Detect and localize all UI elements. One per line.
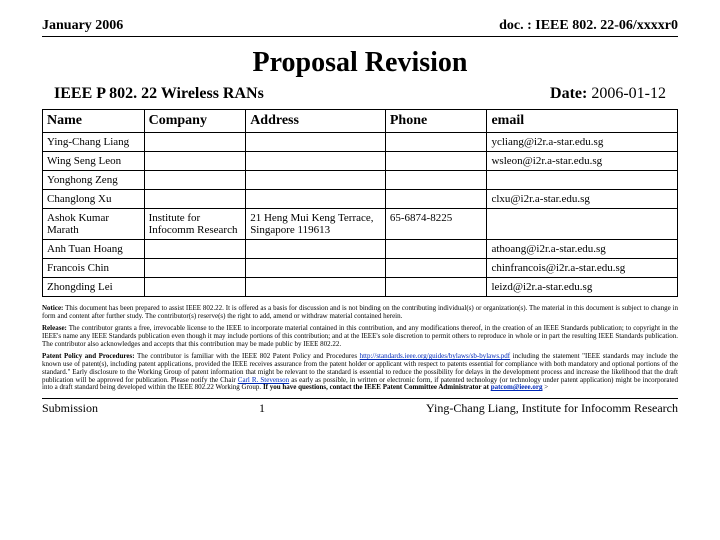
release-paragraph: Release: The contributor grants a free, … [42,325,678,348]
header-doc-id: doc. : IEEE 802. 22-06/xxxxr0 [499,18,678,34]
footer-page-number: 1 [259,401,265,416]
document-page: January 2006 doc. : IEEE 802. 22-06/xxxx… [0,0,720,424]
cell-address [246,259,386,278]
cell-company [144,190,246,209]
cell-name: Anh Tuan Hoang [43,240,145,259]
col-address: Address [246,110,386,133]
cell-email: leizd@i2r.a-star.edu.sg [487,278,678,297]
col-email: email [487,110,678,133]
cell-email: clxu@i2r.a-star.edu.sg [487,190,678,209]
cell-email [487,171,678,190]
notice-paragraph: Notice: This document has been prepared … [42,305,678,320]
cell-address [246,133,386,152]
cell-address [246,190,386,209]
cell-phone [385,133,487,152]
table-row: Francois Chin chinfrancois@i2r.a-star.edu… [43,259,678,278]
footer: Submission 1 Ying-Chang Liang, Institute… [42,398,678,416]
cell-address [246,278,386,297]
header-date: January 2006 [42,18,123,34]
subtitle-row: IEEE P 802. 22 Wireless RANs Date: 2006-… [42,85,678,103]
header: January 2006 doc. : IEEE 802. 22-06/xxxx… [42,18,678,37]
table-row: Zhongding Lei leizd@i2r.a-star.edu.sg [43,278,678,297]
cell-name: Ying-Chang Liang [43,133,145,152]
subtitle: IEEE P 802. 22 Wireless RANs [54,85,264,103]
cell-name: Ashok Kumar Marath [43,209,145,240]
footer-left: Submission [42,401,98,416]
cell-company [144,171,246,190]
cell-company [144,278,246,297]
cell-company [144,240,246,259]
cell-phone [385,278,487,297]
authors-table: Name Company Address Phone email Ying-Ch… [42,109,678,297]
col-name: Name [43,110,145,133]
patent-paragraph: Patent Policy and Procedures: The contri… [42,353,678,391]
cell-email: wsleon@i2r.a-star.edu.sg [487,152,678,171]
cell-phone [385,259,487,278]
cell-address: 21 Heng Mui Keng Terrace, Singapore 1196… [246,209,386,240]
cell-email: ycliang@i2r.a-star.edu.sg [487,133,678,152]
cell-address [246,152,386,171]
cell-name: Changlong Xu [43,190,145,209]
cell-phone [385,190,487,209]
cell-email: chinfrancois@i2r.a-star.edu.sg [487,259,678,278]
cell-name: Wing Seng Leon [43,152,145,171]
table-row: Anh Tuan Hoang athoang@i2r.a-star.edu.sg [43,240,678,259]
cell-phone: 65-6874-8225 [385,209,487,240]
date: Date: 2006-01-12 [550,85,666,103]
table-row: Wing Seng Leon wsleon@i2r.a-star.edu.sg [43,152,678,171]
patent-email-link[interactable]: patcom@ieee.org [491,383,543,391]
cell-email: athoang@i2r.a-star.edu.sg [487,240,678,259]
release-text: The contributor grants a free, irrevocab… [42,324,678,347]
cell-company: Institute for Infocomm Research [144,209,246,240]
col-phone: Phone [385,110,487,133]
table-row: Changlong Xu clxu@i2r.a-star.edu.sg [43,190,678,209]
table-row: Yonghong Zeng [43,171,678,190]
cell-phone [385,171,487,190]
cell-address [246,240,386,259]
cell-name: Zhongding Lei [43,278,145,297]
cell-name: Francois Chin [43,259,145,278]
notice-text: This document has been prepared to assis… [42,304,678,320]
table-row: Ashok Kumar MarathInstitute for Infocomm… [43,209,678,240]
page-title: Proposal Revision [42,47,678,79]
cell-email [487,209,678,240]
table-header-row: Name Company Address Phone email [43,110,678,133]
cell-phone [385,240,487,259]
footer-right: Ying-Chang Liang, Institute for Infocomm… [426,401,678,416]
col-company: Company [144,110,246,133]
cell-company [144,133,246,152]
table-row: Ying-Chang Liang ycliang@i2r.a-star.edu.s… [43,133,678,152]
cell-company [144,152,246,171]
cell-name: Yonghong Zeng [43,171,145,190]
cell-phone [385,152,487,171]
cell-company [144,259,246,278]
cell-address [246,171,386,190]
